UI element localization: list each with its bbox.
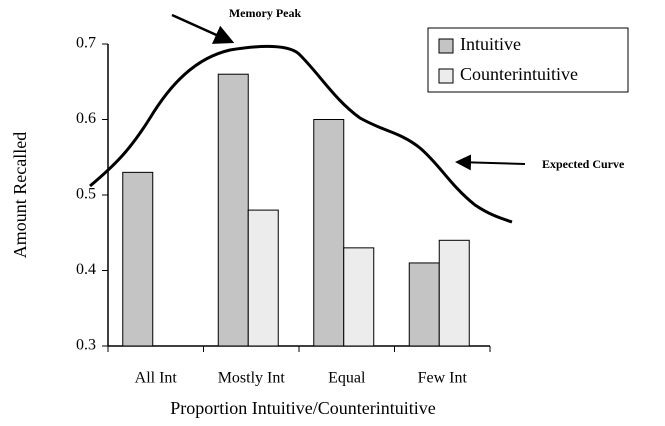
- bar: [343, 247, 375, 347]
- expected-curve: [89, 44, 513, 224]
- bar: [408, 262, 440, 347]
- bar: [122, 171, 154, 347]
- x-axis-label: Proportion Intuitive/Counterintuitive: [170, 398, 435, 418]
- y-tick-label: 0.7: [76, 35, 96, 52]
- x-tick-label: Few Int: [418, 370, 468, 387]
- x-tick-label: All Int: [135, 370, 178, 387]
- y-tick-label: 0.3: [76, 337, 96, 354]
- bar: [247, 209, 279, 347]
- legend-swatch: [438, 38, 454, 54]
- annotation-arrow: [455, 154, 526, 171]
- legend-swatch: [438, 68, 454, 84]
- legend: [427, 27, 629, 93]
- y-tick-label: 0.6: [76, 110, 96, 127]
- y-tick-label: 0.4: [76, 261, 96, 278]
- bar: [217, 73, 249, 347]
- y-tick-label: 0.5: [76, 186, 96, 203]
- legend-label: Intuitive: [460, 34, 521, 54]
- annotation: Memory Peak: [229, 6, 302, 20]
- x-tick-label: Mostly Int: [218, 370, 286, 387]
- bar: [438, 239, 470, 347]
- x-tick-label: Equal: [328, 370, 366, 387]
- legend-label: Counterintuitive: [460, 64, 578, 84]
- annotation: Expected Curve: [542, 157, 625, 171]
- y-axis-label: Amount Recalled: [10, 132, 30, 258]
- bar: [313, 119, 345, 347]
- annotation-arrow: [171, 13, 235, 44]
